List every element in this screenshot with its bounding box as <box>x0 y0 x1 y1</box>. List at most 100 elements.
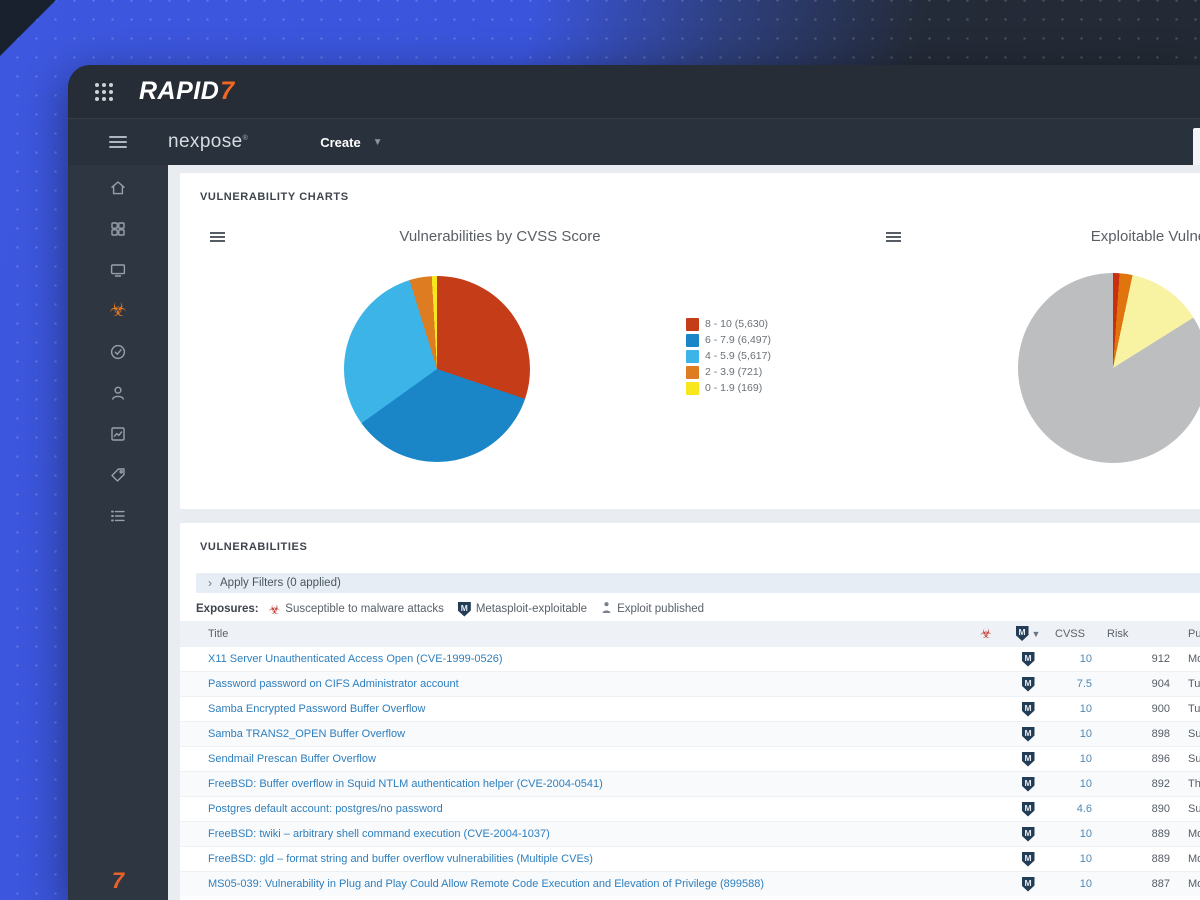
exploitable-pie-chart[interactable] <box>1018 273 1200 463</box>
trademark-mark: ® <box>242 134 249 142</box>
legend-item: 2 - 3.9 (721) <box>686 364 771 380</box>
risk-value: 887 <box>1151 878 1170 890</box>
sidebar-item-home[interactable] <box>109 179 127 197</box>
vulnerabilities-panel: VULNERABILITIES › Apply Filters (0 appli… <box>180 523 1200 900</box>
monitor-icon <box>110 264 126 277</box>
list-icon <box>111 510 125 522</box>
column-header-published[interactable]: Published On <box>1188 627 1200 640</box>
risk-value: 892 <box>1151 778 1170 790</box>
metasploit-shield-icon: M <box>1021 826 1035 842</box>
cvss-score-pie-chart[interactable] <box>344 276 530 462</box>
legend-label: 6 - 7.9 (6,497) <box>705 334 771 346</box>
risk-value: 904 <box>1151 678 1170 690</box>
report-icon <box>111 427 125 441</box>
home-icon <box>111 181 125 195</box>
chart1-legend: 8 - 10 (5,630) 6 - 7.9 (6,497) 4 - 5.9 (5,… <box>686 316 771 396</box>
nexpose-logo: nexpose® <box>168 131 249 152</box>
sidebar-item-tags[interactable] <box>109 466 127 484</box>
cvss-value: 10 <box>1079 753 1092 765</box>
vulnerability-title-link[interactable]: FreeBSD: Buffer overflow in Squid NTLM a… <box>208 778 603 790</box>
metasploit-shield-icon: M <box>1021 676 1035 692</box>
app-launcher-grid-icon[interactable] <box>95 82 113 101</box>
sidebar-item-reports[interactable] <box>109 425 127 443</box>
menu-hamburger-icon[interactable] <box>109 133 127 151</box>
sidebar: ☣ 7 <box>68 165 168 900</box>
vulnerability-title-link[interactable]: Samba Encrypted Password Buffer Overflow <box>208 703 426 715</box>
column-header-cvss[interactable]: CVSS <box>1055 627 1085 640</box>
metasploit-cell: M <box>1006 876 1050 892</box>
legend-label: 8 - 10 (5,630) <box>705 318 769 330</box>
cvss-value: 10 <box>1079 703 1092 715</box>
risk-value: 890 <box>1151 803 1170 815</box>
cvss-value: 10 <box>1079 778 1092 790</box>
exposure-label: Exploit published <box>617 603 705 615</box>
table-row: Samba Encrypted Password Buffer Overflow… <box>180 696 1200 721</box>
sidebar-item-users[interactable] <box>109 384 127 402</box>
table-row: MS05-039: Vulnerability in Plug and Play… <box>180 871 1200 896</box>
legend-item: 0 - 1.9 (169) <box>686 380 771 396</box>
vulnerability-title-link[interactable]: X11 Server Unauthenticated Access Open (… <box>208 653 503 665</box>
column-header-metasploit[interactable]: M ▼ <box>1006 626 1050 641</box>
vulnerability-title-link[interactable]: FreeBSD: twiki – arbitrary shell command… <box>208 828 550 840</box>
column-header-title[interactable]: Title <box>208 627 229 640</box>
metasploit-shield-icon: M <box>1021 726 1035 742</box>
metasploit-cell: M <box>1006 851 1050 867</box>
legend-item: 4 - 5.9 (5,617) <box>686 348 771 364</box>
tag-icon <box>111 468 125 482</box>
exposures-legend: Exposures: ☣ Susceptible to malware attac… <box>196 601 712 617</box>
published-value: Sun <box>1188 728 1200 740</box>
biohazard-icon: ☣ <box>980 626 992 641</box>
sidebar-item-policies[interactable] <box>109 343 127 361</box>
metasploit-shield-icon: M <box>1021 751 1035 767</box>
legend-swatch <box>686 349 699 363</box>
published-value: Sun <box>1188 753 1200 765</box>
cvss-value: 10 <box>1079 878 1092 890</box>
cvss-value: 7.5 <box>1076 678 1092 690</box>
risk-value: 912 <box>1151 653 1170 665</box>
sidebar-item-vulnerabilities[interactable]: ☣ <box>109 301 126 320</box>
vulnerability-title-link[interactable]: Samba TRANS2_OPEN Buffer Overflow <box>208 728 406 740</box>
legend-swatch <box>686 317 699 331</box>
metasploit-cell: M <box>1006 776 1050 792</box>
published-value: Mon <box>1188 853 1200 865</box>
vulnerability-title-link[interactable]: Password password on CIFS Administrator … <box>208 678 459 690</box>
table-row: Sendmail Prescan Buffer Overflow M 10 896 Su… <box>180 746 1200 771</box>
legend-item: 8 - 10 (5,630) <box>686 316 771 332</box>
vulnerability-title-link[interactable]: Sendmail Prescan Buffer Overflow <box>208 753 376 765</box>
legend-swatch <box>686 333 699 347</box>
sidebar-item-administration[interactable] <box>109 507 127 525</box>
published-value: Tue <box>1188 703 1200 715</box>
table-row: Samba TRANS2_OPEN Buffer Overflow M 10 898 S… <box>180 721 1200 746</box>
vulnerability-title-link[interactable]: Postgres default account: postgres/no pa… <box>208 803 443 815</box>
published-value: Tue <box>1188 678 1200 690</box>
legend-label: 4 - 5.9 (5,617) <box>705 350 771 362</box>
vulnerability-charts-panel: VULNERABILITY CHARTS Vulnerabilities by … <box>180 173 1200 509</box>
column-header-malware[interactable]: ☣ <box>966 627 1006 640</box>
risk-value: 898 <box>1151 728 1170 740</box>
chart2-menu-icon[interactable] <box>886 230 901 244</box>
chevron-down-icon: ▼ <box>372 136 383 148</box>
biohazard-icon: ☣ <box>268 601 281 617</box>
published-value: Sun <box>1188 803 1200 815</box>
sidebar-item-dashboards[interactable] <box>109 220 127 238</box>
published-value: Thu <box>1188 778 1200 790</box>
cvss-value: 4.6 <box>1076 803 1092 815</box>
chart1-menu-icon[interactable] <box>210 230 225 244</box>
vulnerability-title-link[interactable]: MS05-039: Vulnerability in Plug and Play… <box>208 878 765 890</box>
cvss-value: 10 <box>1079 853 1092 865</box>
sidebar-item-assets[interactable] <box>109 261 127 279</box>
legend-swatch <box>686 365 699 379</box>
rapid7-seven-logo: 7 <box>111 868 125 893</box>
table-row: FreeBSD: twiki – arbitrary shell command… <box>180 821 1200 846</box>
column-header-risk[interactable]: Risk <box>1107 627 1129 640</box>
apply-filters-bar[interactable]: › Apply Filters (0 applied) <box>196 573 1200 593</box>
rapid7-logo-seven: 7 <box>220 77 235 105</box>
create-button[interactable]: Create ▼ <box>320 134 383 150</box>
exposure-label: Susceptible to malware attacks <box>285 603 444 615</box>
exposure-item: ☣ Susceptible to malware attacks <box>269 603 444 616</box>
legend-item: 6 - 7.9 (6,497) <box>686 332 771 348</box>
risk-value: 896 <box>1151 753 1170 765</box>
vulnerability-title-link[interactable]: FreeBSD: gld – format string and buffer … <box>208 853 593 865</box>
charts-section-title: VULNERABILITY CHARTS <box>200 191 349 203</box>
rapid7-logo: RAPID7 <box>139 77 235 106</box>
